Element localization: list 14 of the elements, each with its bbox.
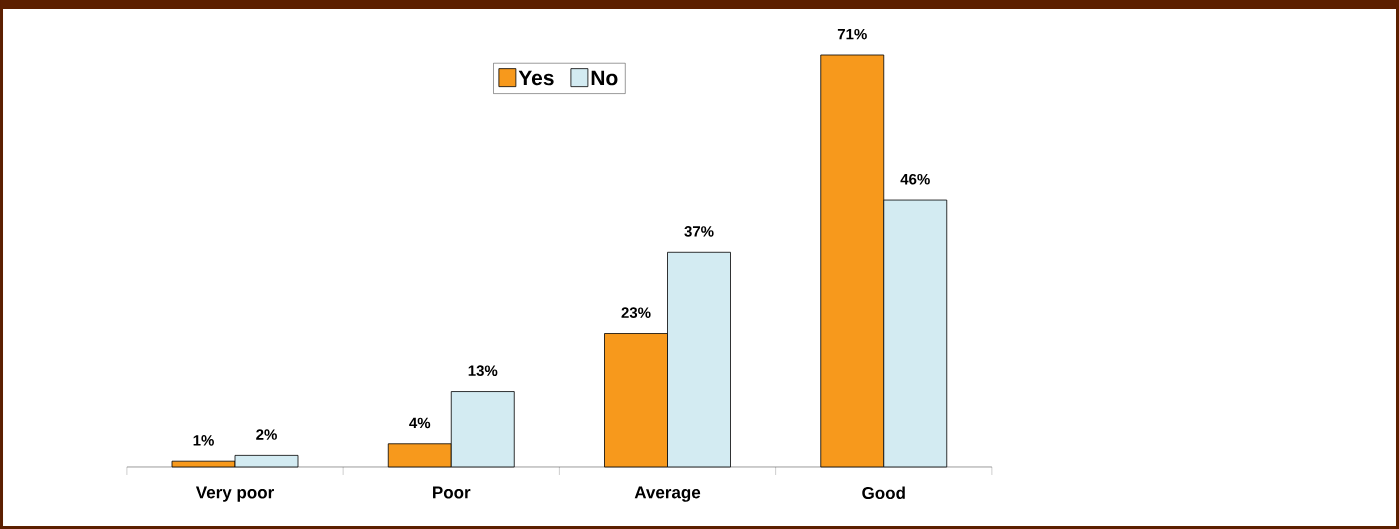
data-label: 46% (900, 173, 930, 185)
legend-label: No (591, 70, 618, 86)
data-label: 37% (684, 226, 714, 237)
data-label: 4% (409, 417, 431, 429)
legend-label: Yes (518, 70, 554, 86)
data-label: 1% (193, 435, 214, 446)
data-label: 71% (837, 28, 867, 40)
x-tick-label: Poor (433, 486, 471, 499)
x-tick-label: Good (862, 486, 905, 500)
data-label: 23% (621, 307, 651, 318)
x-tick-label: Very poor (195, 486, 274, 502)
x-tick-label: Average (634, 486, 701, 502)
data-label: 2% (256, 429, 277, 440)
data-label: 13% (468, 365, 498, 377)
